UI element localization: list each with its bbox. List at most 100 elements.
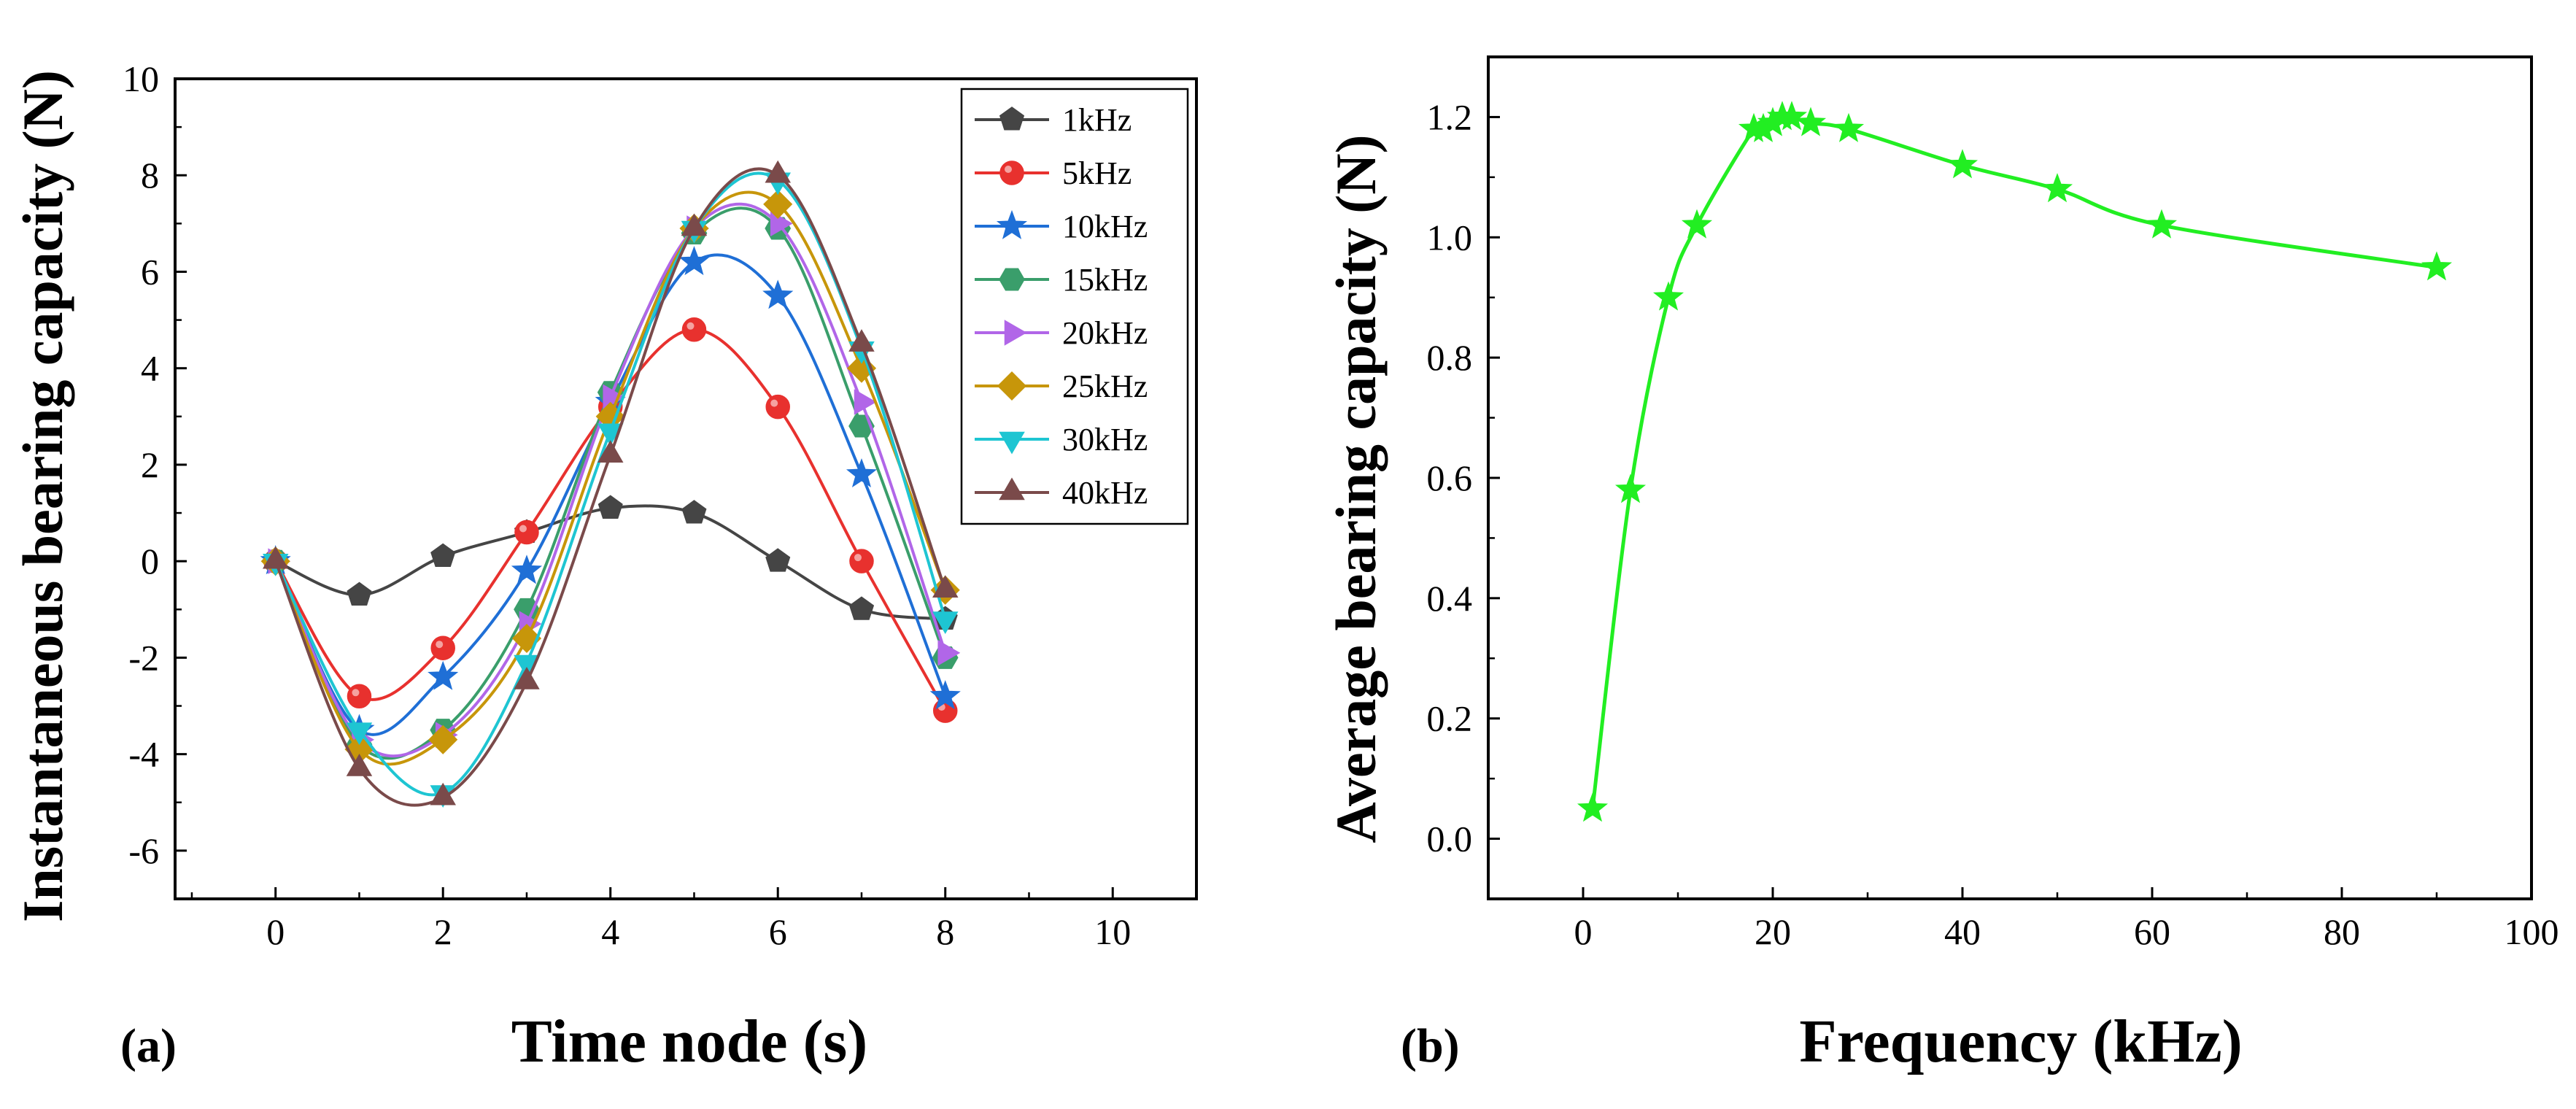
data-point-5kHz [347, 684, 372, 709]
data-point-40kHz [346, 753, 373, 776]
data-point-1kHz [430, 543, 456, 568]
panel-b-y-tick-label: 0.4 [1427, 578, 1473, 619]
data-point-average-bearing-capacity [1614, 474, 1647, 503]
data-point-average-bearing-capacity [1681, 209, 1713, 239]
data-point-25kHz [763, 189, 793, 219]
legend-item-25kHz: 25kHz [975, 368, 1148, 404]
panel-a-y-tick-label: -2 [128, 637, 159, 678]
data-point-40kHz [597, 440, 624, 463]
panel-a-y-tick-label: 2 [141, 444, 159, 485]
data-point-20kHz [854, 389, 877, 415]
series-line-40kHz [274, 167, 947, 807]
panel-a-x-tick-label: 10 [1094, 911, 1131, 952]
data-point-10kHz [929, 680, 961, 710]
legend-marker-1kHz [999, 107, 1025, 131]
data-point-5kHz-highlight [854, 554, 862, 562]
data-point-40kHz [263, 546, 289, 569]
series-line-average-bearing-capacity [1590, 114, 2437, 809]
data-point-30kHz [932, 611, 959, 635]
panel-b-x-tick-label: 0 [1574, 911, 1593, 952]
data-point-1kHz [765, 548, 791, 572]
series-40kHz [263, 160, 959, 807]
data-point-1kHz [597, 495, 623, 519]
legend-item-5kHz: 5kHz [975, 155, 1132, 191]
series-frequency-curve [1577, 101, 2453, 822]
panel-b-label: (b) [1401, 1019, 1460, 1073]
panel-a-y-tick-label: -4 [128, 734, 159, 775]
data-point-5kHz-highlight [686, 322, 695, 330]
panel-a-x-tick-label: 4 [601, 911, 619, 952]
panel-b-y-axis-label: Average bearing capacity (N) [1324, 134, 1388, 843]
panel-a-x-tick-label: 2 [434, 911, 452, 952]
data-point-30kHz [346, 722, 373, 746]
data-point-10kHz [762, 279, 794, 309]
panel-b-x-tick-label: 40 [1944, 911, 1981, 952]
legend-marker-20kHz [1004, 320, 1027, 346]
data-point-average-bearing-capacity [2421, 251, 2453, 281]
data-point-10kHz [846, 458, 878, 488]
legend-label-5kHz: 5kHz [1062, 155, 1132, 191]
panel-a-x-tick-label: 0 [266, 911, 285, 952]
panel-a-series-layer [260, 160, 961, 808]
legend-marker-5kHz [999, 161, 1024, 185]
panel-a-y-tick-label: 4 [141, 348, 159, 389]
panel-b-x-tick-label: 20 [1755, 911, 1791, 952]
panel-a: 0 2 4 6 8 10 -6 -4 -2 0 2 4 6 8 10 1kHz 5kHz 10kHz 15kHz 2… [11, 58, 1198, 1075]
panel-b-series-layer [1577, 101, 2453, 822]
panel-a-y-tick-label: 6 [141, 251, 159, 292]
data-point-40kHz [848, 329, 875, 352]
panel-b-y-tick-label: 0.6 [1427, 457, 1473, 498]
series-10kHz [260, 246, 961, 743]
legend-item-20kHz: 20kHz [975, 315, 1148, 351]
data-point-40kHz [932, 575, 959, 598]
panel-b-y-tick-label: 0.2 [1427, 698, 1473, 739]
legend-item-1kHz: 1kHz [975, 102, 1132, 138]
data-point-5kHz [765, 394, 790, 420]
data-point-40kHz [514, 666, 540, 689]
legend-marker-25kHz [997, 371, 1027, 401]
panel-b-y-tick-label: 0.8 [1427, 337, 1473, 378]
data-point-25kHz [428, 724, 458, 754]
data-point-average-bearing-capacity [1776, 101, 1808, 131]
data-point-5kHz-highlight [436, 641, 444, 649]
legend-item-30kHz: 30kHz [975, 422, 1148, 457]
series-line-1kHz [274, 504, 945, 621]
panel-b: 0 20 40 60 80 100 0.0 0.2 0.4 0.6 0.8 1.0 1.2 Averag… [1324, 55, 2559, 1075]
data-point-1kHz [848, 596, 875, 620]
data-point-10kHz [428, 660, 459, 690]
legend-label-10kHz: 10kHz [1062, 209, 1148, 244]
data-point-average-bearing-capacity [1833, 112, 1865, 142]
panel-a-y-axis-label: Instantaneous bearing capacity (N) [11, 70, 74, 922]
data-point-average-bearing-capacity [2146, 209, 2178, 239]
panel-a-y-tick-label: 10 [123, 58, 159, 99]
data-point-5kHz [849, 549, 874, 573]
data-point-average-bearing-capacity [1946, 149, 1979, 179]
panel-a-label: (a) [120, 1019, 177, 1073]
panel-a-legend: 1kHz 5kHz 10kHz 15kHz 20kHz 25kHz 30kHz 40kHz [960, 88, 1189, 525]
legend-label-30kHz: 30kHz [1062, 422, 1148, 457]
data-point-1kHz [347, 581, 372, 606]
series-line-25kHz [274, 190, 947, 766]
data-point-40kHz [681, 213, 708, 236]
panel-b-axes-frame [1487, 55, 2533, 900]
panel-b-y-tick-label: 0.0 [1427, 819, 1473, 859]
panel-b-x-tick-label: 80 [2324, 911, 2360, 952]
panel-a-x-tick-label: 6 [769, 911, 787, 952]
panel-a-y-tick-label: 8 [141, 155, 159, 196]
legend-label-25kHz: 25kHz [1062, 368, 1148, 404]
data-point-40kHz [430, 782, 457, 805]
data-point-20kHz [603, 384, 626, 411]
panel-b-x-tick-label: 60 [2134, 911, 2170, 952]
legend-item-15kHz: 15kHz [975, 262, 1148, 298]
panel-b-x-axis-label: Frequency (kHz) [1799, 1008, 2242, 1075]
legend-marker-40kHz [999, 477, 1025, 501]
series-line-20kHz [274, 202, 947, 758]
legend-marker-15kHz [999, 268, 1025, 291]
legend-label-40kHz: 40kHz [1062, 475, 1148, 511]
data-point-20kHz [937, 639, 961, 666]
data-point-10kHz [678, 246, 710, 276]
data-point-average-bearing-capacity [1795, 107, 1827, 136]
data-point-1kHz [681, 500, 707, 524]
legend-item-10kHz: 10kHz [975, 209, 1148, 244]
